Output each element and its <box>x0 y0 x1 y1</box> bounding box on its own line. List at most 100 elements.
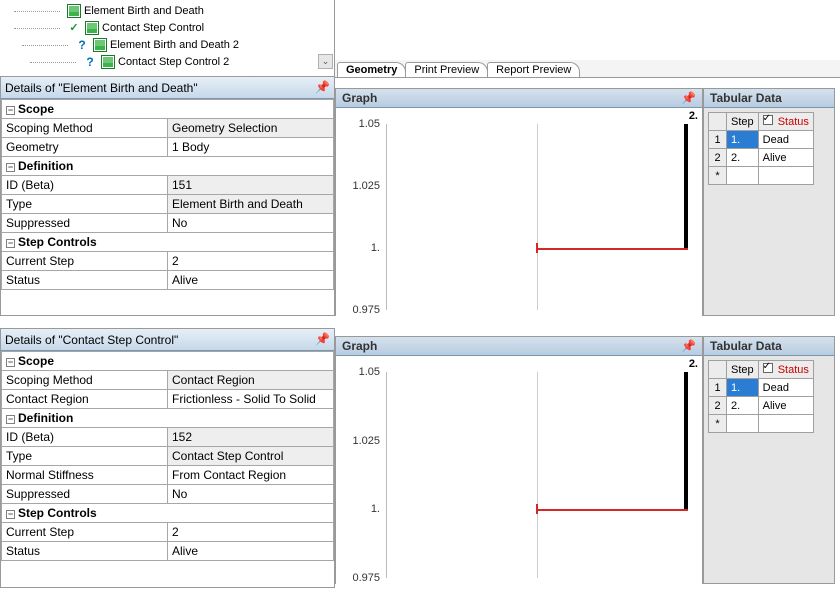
section-header[interactable]: −Scope <box>2 352 334 371</box>
prop-value[interactable]: From Contact Region <box>168 466 334 485</box>
collapse-icon[interactable]: − <box>6 358 15 367</box>
cell-status[interactable]: Dead <box>758 379 813 397</box>
tab-report-preview[interactable]: Report Preview <box>487 62 580 77</box>
pin-icon[interactable]: 📌 <box>681 91 696 105</box>
prop-value[interactable]: Alive <box>168 271 334 290</box>
outline-tree[interactable]: Element Birth and Death ✓ Contact Step C… <box>0 0 335 76</box>
tree-connector <box>4 20 66 36</box>
table-row[interactable]: 22.Alive <box>709 149 814 167</box>
prop-value[interactable]: 2 <box>168 252 334 271</box>
prop-value[interactable]: Element Birth and Death <box>168 195 334 214</box>
pin-icon[interactable]: 📌 <box>681 339 696 353</box>
tabular-title: Tabular Data <box>710 91 782 105</box>
prop-value[interactable]: 2 <box>168 523 334 542</box>
collapse-icon[interactable]: − <box>6 106 15 115</box>
prop-value[interactable]: No <box>168 485 334 504</box>
prop-key: ID (Beta) <box>2 428 168 447</box>
table-row[interactable]: 11.Dead <box>709 131 814 149</box>
question-icon: ? <box>82 54 98 70</box>
plot-area[interactable]: 1.051.0251.0.975 <box>386 372 688 578</box>
tree-label: Contact Step Control <box>102 22 204 34</box>
details-header: Details of "Contact Step Control" 📌 <box>1 329 334 351</box>
range-bar <box>684 372 688 509</box>
section-header[interactable]: −Step Controls <box>2 233 334 252</box>
prop-key: Geometry <box>2 138 168 157</box>
cell-status[interactable]: Alive <box>758 397 813 415</box>
prop-value[interactable]: Alive <box>168 542 334 561</box>
tree-item[interactable]: ? Contact Step Control 2 <box>4 53 334 70</box>
checkmark-icon: ✓ <box>66 20 82 36</box>
graph-panel: Graph 📌 1.051.0251.0.9752. <box>335 336 703 584</box>
tree-connector <box>4 3 66 19</box>
cell-step[interactable]: 2. <box>727 397 759 415</box>
prop-key: Type <box>2 447 168 466</box>
scroll-down-icon[interactable]: ⌄ <box>318 54 333 69</box>
prop-value[interactable]: Contact Region <box>168 371 334 390</box>
collapse-icon[interactable]: − <box>6 239 15 248</box>
tabular-title: Tabular Data <box>710 339 782 353</box>
y-tick-label: 0.975 <box>344 572 380 584</box>
details-title: Details of "Contact Step Control" <box>5 333 178 347</box>
col-step[interactable]: Step <box>727 113 759 131</box>
prop-key: Normal Stiffness <box>2 466 168 485</box>
prop-value[interactable]: Contact Step Control <box>168 447 334 466</box>
tree-label: Element Birth and Death <box>84 5 204 17</box>
section-header[interactable]: −Step Controls <box>2 504 334 523</box>
tab-geometry[interactable]: Geometry <box>337 62 406 77</box>
col-step[interactable]: Step <box>727 361 759 379</box>
node-icon <box>92 37 108 53</box>
prop-value[interactable]: No <box>168 214 334 233</box>
pin-icon[interactable]: 📌 <box>315 80 330 94</box>
node-icon <box>66 3 82 19</box>
prop-key: Current Step <box>2 252 168 271</box>
properties-table[interactable]: −ScopeScoping MethodGeometry SelectionGe… <box>1 99 334 290</box>
checkbox-icon[interactable] <box>763 363 773 373</box>
graph-title: Graph <box>342 339 377 353</box>
prop-value[interactable]: 151 <box>168 176 334 195</box>
corner-label: 2. <box>689 358 698 370</box>
tabular-grid[interactable]: Step Status11.Dead22.Alive* <box>708 112 814 185</box>
collapse-icon[interactable]: − <box>6 163 15 172</box>
panel-header: Tabular Data <box>704 337 834 356</box>
prop-value[interactable]: Geometry Selection <box>168 119 334 138</box>
prop-key: ID (Beta) <box>2 176 168 195</box>
tree-item[interactable]: ✓ Contact Step Control <box>4 19 334 36</box>
graph-panel: Graph 📌 1.051.0251.0.9752. <box>335 88 703 316</box>
tabular-grid[interactable]: Step Status11.Dead22.Alive* <box>708 360 814 433</box>
cell-step[interactable]: 1. <box>727 131 759 149</box>
y-tick-label: 1.025 <box>344 435 380 447</box>
tree-item[interactable]: Element Birth and Death <box>4 2 334 19</box>
table-row[interactable]: 11.Dead <box>709 379 814 397</box>
table-row[interactable]: 22.Alive <box>709 397 814 415</box>
cell-step[interactable]: 2. <box>727 149 759 167</box>
collapse-icon[interactable]: − <box>6 510 15 519</box>
tree-label: Contact Step Control 2 <box>118 56 229 68</box>
section-header[interactable]: −Definition <box>2 409 334 428</box>
cell-step[interactable]: 1. <box>727 379 759 397</box>
panel-header: Graph 📌 <box>336 89 702 108</box>
tabular-data-panel: Tabular Data Step Status11.Dead22.Alive* <box>703 336 835 584</box>
graph-title: Graph <box>342 91 377 105</box>
graph-body[interactable]: 1.051.0251.0.9752. <box>336 356 702 584</box>
col-status[interactable]: Status <box>758 361 813 379</box>
properties-table[interactable]: −ScopeScoping MethodContact RegionContac… <box>1 351 334 561</box>
cell-status[interactable]: Alive <box>758 149 813 167</box>
section-header[interactable]: −Scope <box>2 100 334 119</box>
checkbox-icon[interactable] <box>763 115 773 125</box>
col-status[interactable]: Status <box>758 113 813 131</box>
details-panel-csc: Details of "Contact Step Control" 📌 −Sco… <box>0 328 335 588</box>
node-icon <box>100 54 116 70</box>
tree-item[interactable]: ? Element Birth and Death 2 <box>4 36 334 53</box>
prop-value[interactable]: 152 <box>168 428 334 447</box>
corner-label: 2. <box>689 110 698 122</box>
plot-area[interactable]: 1.051.0251.0.975 <box>386 124 688 310</box>
tab-print-preview[interactable]: Print Preview <box>405 62 488 77</box>
cell-status[interactable]: Dead <box>758 131 813 149</box>
prop-key: Scoping Method <box>2 119 168 138</box>
section-header[interactable]: −Definition <box>2 157 334 176</box>
graph-body[interactable]: 1.051.0251.0.9752. <box>336 108 702 316</box>
prop-value[interactable]: 1 Body <box>168 138 334 157</box>
pin-icon[interactable]: 📌 <box>315 332 330 346</box>
prop-value[interactable]: Frictionless - Solid To Solid <box>168 390 334 409</box>
collapse-icon[interactable]: − <box>6 415 15 424</box>
